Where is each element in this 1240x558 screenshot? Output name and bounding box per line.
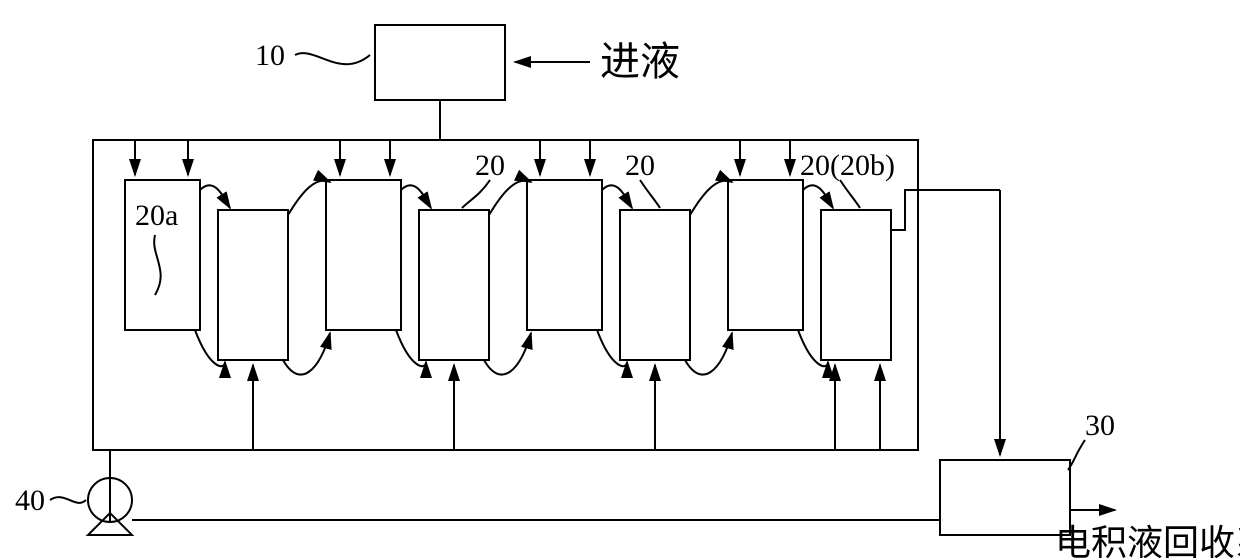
label-20-1: 20 bbox=[475, 149, 505, 182]
cell-6 bbox=[620, 210, 690, 360]
arc-top-3 bbox=[602, 185, 632, 208]
arc-top-1 bbox=[200, 185, 230, 208]
label-20-2: 20 bbox=[625, 149, 655, 182]
leader-20-2 bbox=[640, 180, 660, 208]
label-30: 30 bbox=[1085, 409, 1115, 442]
cell-4 bbox=[419, 210, 489, 360]
arc-top-3b bbox=[690, 181, 732, 215]
leader-30 bbox=[1068, 440, 1085, 470]
outlet-path bbox=[891, 190, 918, 230]
leader-20-1 bbox=[462, 180, 490, 208]
label-outlet: 电积液回收系统 bbox=[1055, 523, 1240, 558]
diagram-root: 进液 10 20a 20 20 20(20b) bbox=[0, 0, 1240, 558]
box-30 bbox=[940, 460, 1070, 535]
label-20a: 20a bbox=[135, 199, 178, 232]
arc-top-2 bbox=[401, 185, 431, 208]
leader-10 bbox=[295, 53, 370, 64]
cell-3 bbox=[326, 180, 401, 330]
arc-top-1b bbox=[288, 181, 330, 215]
label-inlet: 进液 bbox=[600, 39, 680, 84]
cells bbox=[125, 180, 891, 360]
arc-top-2b bbox=[489, 181, 531, 215]
cell-5 bbox=[527, 180, 602, 330]
pump-40 bbox=[88, 478, 132, 535]
arc-bot-1b bbox=[283, 333, 330, 375]
leader-20-3 bbox=[840, 180, 860, 208]
arc-bot-2b bbox=[484, 333, 531, 375]
label-20-3: 20(20b) bbox=[800, 149, 895, 182]
label-10: 10 bbox=[255, 39, 285, 72]
arc-bot-3b bbox=[685, 333, 732, 375]
cell-2 bbox=[218, 210, 288, 360]
box-10 bbox=[375, 25, 505, 100]
label-40: 40 bbox=[15, 484, 45, 517]
leader-40 bbox=[50, 497, 86, 503]
cell-7 bbox=[728, 180, 803, 330]
arc-top-4 bbox=[803, 185, 833, 208]
cell-20b bbox=[821, 210, 891, 360]
